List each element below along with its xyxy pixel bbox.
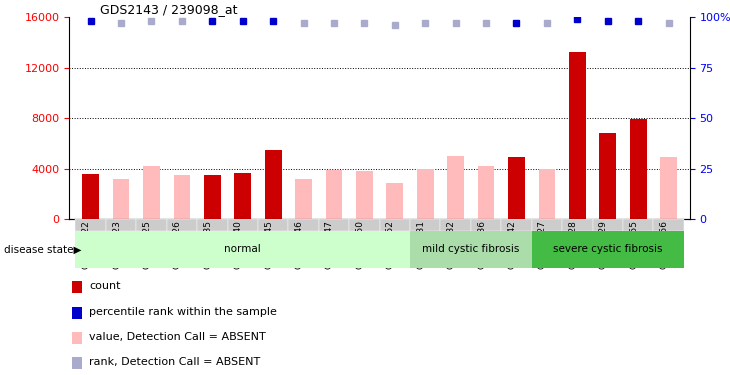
Text: GSM44626: GSM44626 [173,220,182,269]
Bar [75,231,410,268]
Bar [204,175,220,219]
Text: severe cystic fibrosis: severe cystic fibrosis [553,244,662,254]
Text: GSM44642: GSM44642 [507,220,516,268]
Bar [197,219,228,231]
Bar [82,174,99,219]
Bar [380,219,410,231]
Bar [660,158,677,219]
Bar [349,219,380,231]
Bar [477,166,494,219]
Bar [447,156,464,219]
Bar [502,219,531,231]
Bar [410,231,531,268]
Bar [599,134,616,219]
Text: GSM44635: GSM44635 [204,220,212,269]
Text: GSM44627: GSM44627 [538,220,547,269]
Text: GSM44647: GSM44647 [325,220,334,269]
Bar [593,219,623,231]
Bar [258,219,288,231]
Text: GSM44656: GSM44656 [660,220,669,269]
Text: GSM44625: GSM44625 [142,220,151,269]
Text: GSM44631: GSM44631 [416,220,425,269]
Bar [386,183,403,219]
Bar [137,219,166,231]
Text: GSM44645: GSM44645 [264,220,273,269]
Bar [326,170,342,219]
Bar [72,281,82,294]
Text: GSM44655: GSM44655 [629,220,638,269]
Bar [623,219,653,231]
Text: GDS2143 / 239098_at: GDS2143 / 239098_at [100,3,238,16]
Text: percentile rank within the sample: percentile rank within the sample [89,307,277,317]
Bar [531,219,562,231]
Bar [417,169,434,219]
Bar [653,219,684,231]
Bar [174,175,191,219]
Text: GSM44652: GSM44652 [386,220,395,269]
Bar [166,219,197,231]
Text: GSM44629: GSM44629 [599,220,607,269]
Text: GSM44623: GSM44623 [112,220,121,269]
Bar [234,172,251,219]
Bar [319,219,349,231]
Bar [72,357,82,369]
Text: mild cystic fibrosis: mild cystic fibrosis [422,244,520,254]
Bar [295,179,312,219]
Bar [288,219,319,231]
Text: GSM44622: GSM44622 [82,220,91,268]
Text: GSM44650: GSM44650 [356,220,364,269]
Bar [508,158,525,219]
Bar [440,219,471,231]
Bar [539,169,556,219]
Text: GSM44628: GSM44628 [569,220,577,269]
Bar [630,119,647,219]
Text: GSM44636: GSM44636 [477,220,486,269]
Bar [265,150,282,219]
Bar [228,219,258,231]
Text: normal: normal [224,244,261,254]
Bar [562,219,593,231]
Text: value, Detection Call = ABSENT: value, Detection Call = ABSENT [89,332,266,342]
Bar [112,179,129,219]
Text: rank, Detection Call = ABSENT: rank, Detection Call = ABSENT [89,357,260,368]
Text: GSM44632: GSM44632 [447,220,456,269]
Bar [410,219,440,231]
Bar [75,219,106,231]
Bar [569,53,585,219]
Text: GSM44646: GSM44646 [295,220,304,269]
Bar [531,231,684,268]
Text: disease state▶: disease state▶ [4,244,81,254]
Bar [471,219,502,231]
Bar [356,171,373,219]
Bar [143,166,160,219]
Bar [72,307,82,319]
Text: count: count [89,281,120,291]
Text: GSM44640: GSM44640 [234,220,242,269]
Bar [106,219,137,231]
Bar [72,332,82,344]
